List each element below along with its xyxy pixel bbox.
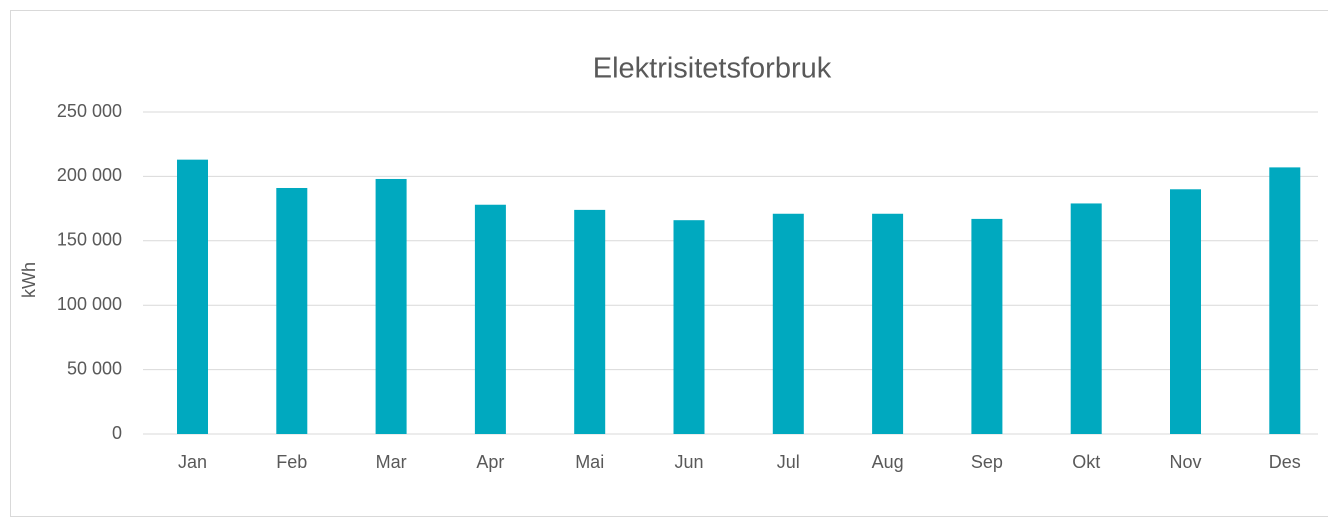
bar (1170, 189, 1201, 434)
bar (1269, 167, 1301, 434)
x-tick-label: Jun (674, 452, 703, 472)
x-tick-label: Mar (376, 452, 407, 472)
x-tick-label: Jul (777, 452, 800, 472)
y-axis-label: kWh (19, 262, 39, 298)
y-tick-label: 200 000 (57, 165, 122, 185)
bar (772, 213, 804, 434)
bar (375, 178, 407, 434)
y-tick-label: 50 000 (67, 358, 122, 378)
y-tick-label: 250 000 (57, 101, 122, 121)
x-tick-label: Jan (178, 452, 207, 472)
chart-frame (10, 10, 1328, 517)
x-tick-label: Aug (872, 452, 904, 472)
x-tick-label: Apr (476, 452, 504, 472)
bar (673, 220, 705, 434)
x-tick-label: Mai (575, 452, 604, 472)
x-tick-label: Feb (276, 452, 307, 472)
bar (276, 187, 308, 434)
y-tick-label: 150 000 (57, 230, 122, 250)
x-tick-label: Sep (971, 452, 1003, 472)
bar (177, 159, 208, 434)
x-tick-label: Des (1269, 452, 1301, 472)
y-tick-label: 100 000 (57, 294, 122, 314)
x-tick-label: Okt (1072, 452, 1100, 472)
bar (574, 209, 606, 434)
y-tick-label: 0 (112, 423, 122, 443)
bar (474, 204, 506, 434)
bar (1070, 203, 1102, 434)
x-tick-label: Nov (1169, 452, 1201, 472)
bar (971, 218, 1003, 434)
bar (872, 213, 904, 434)
chart-title: Elektrisitetsforbruk (593, 53, 832, 85)
